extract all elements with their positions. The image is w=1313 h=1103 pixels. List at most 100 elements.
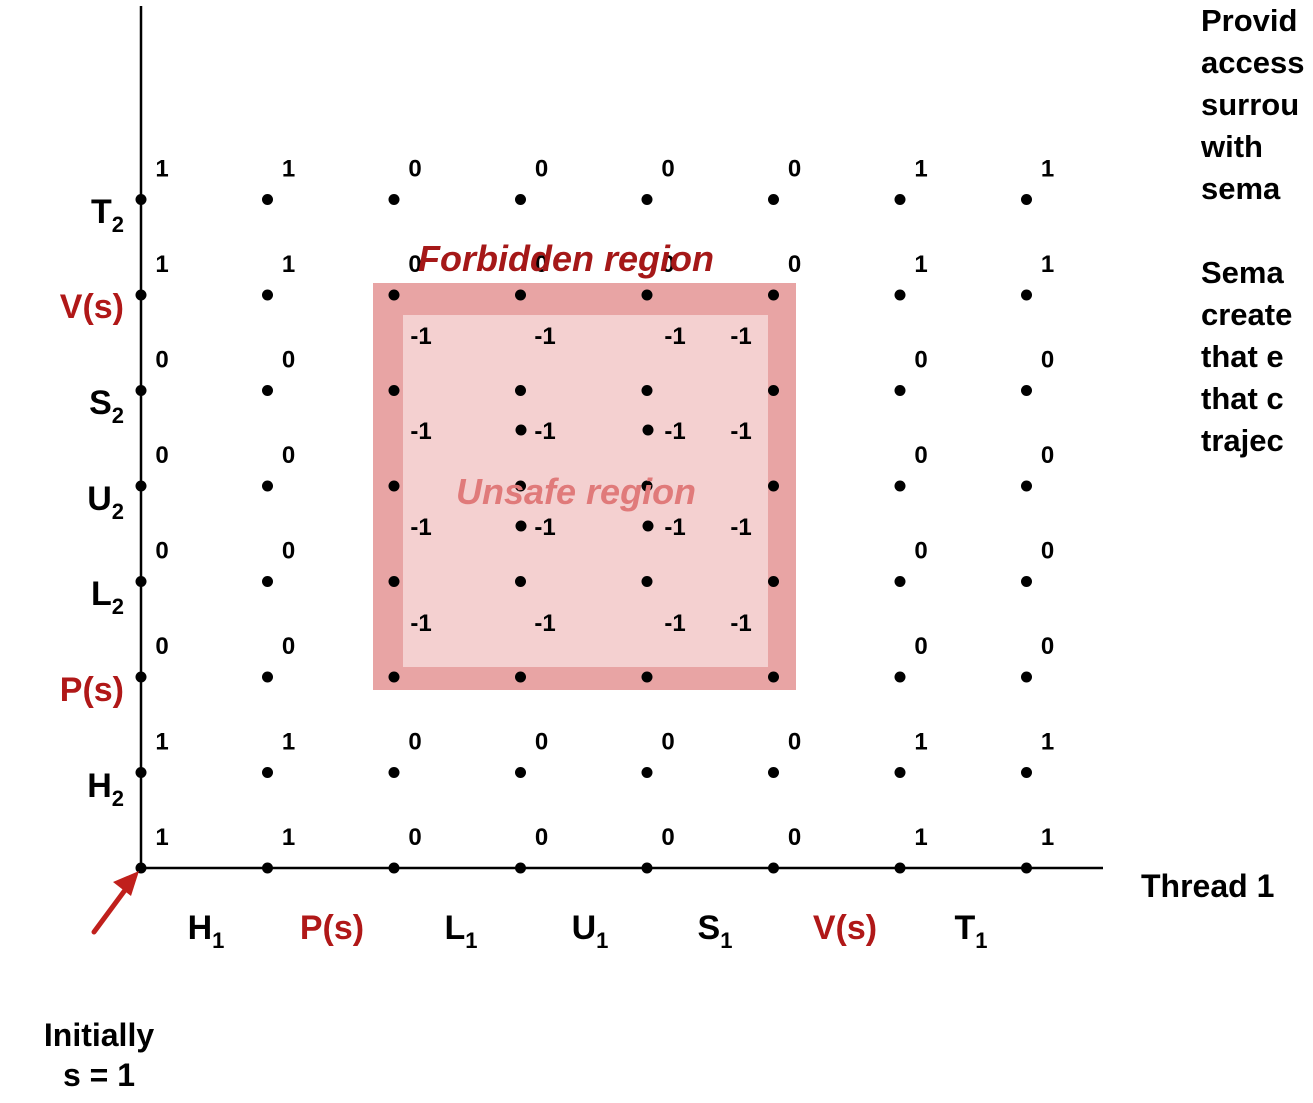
grid-point [388, 767, 400, 778]
grid-point [768, 289, 779, 301]
side-text-line: access [1201, 45, 1305, 80]
thread1-event-label: U1 [525, 911, 655, 952]
state-value: 0 [914, 347, 927, 374]
grid-point [262, 194, 273, 205]
event-subscript: 2 [111, 594, 124, 619]
grid-point [135, 767, 147, 778]
side-text-line: create [1201, 297, 1293, 332]
event-name: L [90, 575, 112, 613]
grid-point [515, 289, 526, 301]
thread1-event-label: P(s) [267, 911, 397, 945]
grid-point [894, 862, 906, 874]
grid-point [262, 767, 273, 778]
unsafe-value: -1 [730, 323, 751, 350]
x-axis-label: Thread 1 [1141, 868, 1275, 904]
thread2-event-label: S2 [4, 386, 124, 427]
side-text-line: surrou [1201, 87, 1300, 122]
event-name: V(s) [59, 288, 124, 326]
grid-point [135, 289, 147, 301]
unsafe-grid-point [642, 424, 654, 436]
unsafe-value: -1 [730, 418, 751, 445]
grid-point [768, 767, 779, 778]
state-value: 0 [1041, 442, 1054, 469]
grid-point [894, 385, 906, 396]
grid-point [262, 576, 273, 587]
unsafe-value: -1 [410, 514, 431, 541]
state-value: 0 [788, 729, 801, 756]
state-value: 0 [1041, 347, 1054, 374]
event-name: P(s) [59, 671, 124, 709]
grid-point [641, 289, 653, 301]
thread2-event-label: T2 [4, 195, 124, 236]
unsafe-region-label: Unsafe region [456, 471, 697, 512]
state-value: 0 [661, 156, 674, 183]
event-subscript: 1 [465, 928, 478, 953]
initial-state-note: Initially s = 1 [14, 1015, 184, 1095]
event-name: T [90, 193, 112, 231]
event-name: P(s) [299, 909, 365, 947]
state-value: 1 [282, 156, 295, 183]
state-value: 1 [1041, 729, 1054, 756]
grid-point [515, 480, 526, 492]
state-value: 0 [788, 824, 801, 851]
grid-point [1021, 385, 1032, 396]
grid-point [262, 480, 273, 492]
grid-point [768, 671, 779, 683]
state-value: 0 [155, 538, 168, 565]
state-value: 1 [1041, 824, 1054, 851]
grid-point [1021, 576, 1032, 587]
thread1-event-label: L1 [396, 911, 526, 952]
side-text-line: Sema [1201, 255, 1284, 290]
grid-point [894, 671, 906, 683]
thread2-event-label: L2 [4, 577, 124, 618]
unsafe-value: -1 [664, 323, 685, 350]
grid-point [388, 576, 400, 587]
initial-arrow-head [113, 871, 139, 896]
unsafe-grid-point [515, 520, 527, 532]
thread2-event-label: V(s) [4, 290, 124, 324]
event-subscript: 1 [212, 928, 225, 953]
grid-point [894, 576, 906, 587]
state-value: 1 [155, 824, 168, 851]
state-value: 0 [788, 251, 801, 278]
thread1-event-label: T1 [906, 911, 1036, 952]
grid-point [641, 767, 653, 778]
thread2-event-label: U2 [4, 482, 124, 523]
grid-point [135, 576, 147, 587]
side-paragraph-1: Provid access surrou with sema [1201, 0, 1313, 210]
state-value: 1 [155, 251, 168, 278]
state-value: 1 [1041, 251, 1054, 278]
thread1-event-label: V(s) [780, 911, 910, 945]
state-value: 1 [282, 729, 295, 756]
state-value: 0 [535, 729, 548, 756]
grid-point [135, 480, 147, 492]
event-name: U [571, 909, 597, 947]
grid-point [262, 862, 273, 874]
state-value: 0 [788, 156, 801, 183]
state-value: 1 [282, 824, 295, 851]
thread2-event-label: P(s) [4, 673, 124, 707]
unsafe-value: -1 [534, 514, 555, 541]
unsafe-value: -1 [534, 610, 555, 637]
initial-state-line2: s = 1 [62, 1057, 136, 1093]
state-value: 0 [282, 538, 295, 565]
state-value: 0 [155, 633, 168, 660]
initial-state-line1: Initially [43, 1017, 155, 1053]
grid-point [768, 862, 779, 874]
event-name: V(s) [812, 909, 878, 947]
grid-point [388, 671, 400, 683]
grid-point [641, 385, 653, 396]
state-value: 0 [535, 156, 548, 183]
grid-point [768, 576, 779, 587]
state-value: 1 [155, 729, 168, 756]
event-subscript: 2 [111, 212, 124, 237]
unsafe-value: -1 [730, 514, 751, 541]
unsafe-value: -1 [410, 418, 431, 445]
side-text-line: that c [1201, 381, 1284, 416]
state-value: 1 [914, 251, 927, 278]
thread2-event-label: H2 [4, 769, 124, 810]
side-text-line: Provid [1201, 3, 1298, 38]
state-value: 1 [914, 729, 927, 756]
state-value: 1 [914, 156, 927, 183]
